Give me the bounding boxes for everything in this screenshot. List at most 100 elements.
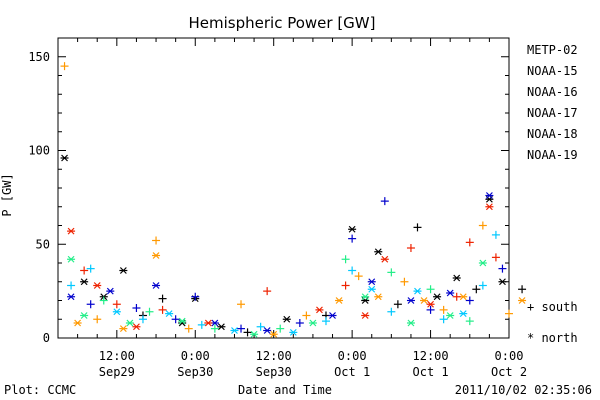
legend-noaa-18: NOAA-18	[527, 127, 578, 141]
y-tick-labels: 0 50 100 150	[28, 50, 50, 345]
x-tick-label-date: Sep30	[256, 365, 292, 379]
point-noaa-19	[158, 305, 167, 314]
legend-noaa-16: NOAA-16	[527, 85, 578, 99]
point-noaa-16	[86, 264, 95, 273]
point-noaa-18	[60, 62, 69, 71]
point-noaa-16	[112, 308, 121, 316]
point-noaa-15	[380, 197, 389, 206]
legend-south-marker: + south	[527, 300, 578, 314]
point-metp-02	[80, 278, 89, 286]
point-noaa-17	[99, 296, 108, 305]
point-noaa-17	[341, 255, 350, 264]
point-metp-02	[217, 323, 226, 331]
point-noaa-17	[67, 255, 76, 263]
point-noaa-16	[459, 310, 468, 318]
point-metp-02	[119, 267, 128, 274]
point-noaa-17	[250, 330, 259, 338]
point-noaa-16	[138, 315, 147, 324]
chart-title: Hemispheric Power [GW]	[189, 14, 376, 32]
point-noaa-16	[289, 328, 298, 336]
legend-noaa-19: NOAA-19	[527, 148, 578, 162]
point-metp-02	[472, 285, 481, 294]
point-noaa-19	[132, 323, 141, 331]
point-noaa-15	[406, 297, 415, 304]
point-noaa-15	[348, 234, 357, 243]
x-tick-label-date: Sep29	[99, 365, 135, 379]
point-noaa-15	[237, 324, 246, 333]
point-noaa-17	[308, 319, 317, 327]
point-noaa-19	[204, 319, 213, 327]
point-noaa-15	[152, 282, 161, 289]
point-noaa-19	[491, 253, 500, 262]
point-noaa-15	[191, 292, 200, 301]
point-noaa-19	[452, 292, 461, 301]
x-tick-label-time: 0:00	[181, 349, 210, 363]
point-metp-02	[243, 328, 252, 337]
data-points	[60, 62, 527, 338]
point-noaa-18	[152, 252, 161, 259]
point-noaa-18	[302, 311, 311, 320]
y-tick-label: 100	[28, 144, 50, 158]
point-noaa-18	[73, 319, 82, 327]
point-noaa-15	[446, 289, 455, 297]
point-noaa-17	[80, 312, 89, 319]
point-noaa-19	[315, 306, 324, 314]
point-noaa-19	[112, 300, 121, 309]
legend-metp-02: METP-02	[527, 43, 578, 57]
x-tick-label-time: 0:00	[495, 349, 524, 363]
point-noaa-16	[230, 327, 239, 334]
point-noaa-16	[67, 281, 76, 290]
point-noaa-19	[406, 244, 415, 252]
point-metp-02	[452, 274, 461, 282]
point-noaa-15	[171, 315, 180, 324]
point-noaa-16	[413, 287, 422, 295]
point-noaa-18	[119, 325, 128, 333]
y-tick-label: 150	[28, 50, 50, 64]
point-noaa-19	[361, 312, 370, 319]
point-metp-02	[282, 315, 291, 323]
point-noaa-16	[491, 230, 500, 239]
point-noaa-15	[295, 319, 304, 327]
point-metp-02	[348, 225, 357, 233]
x-tick-label-time: 12:00	[99, 349, 135, 363]
point-noaa-18	[354, 272, 363, 281]
point-noaa-15	[426, 305, 435, 314]
point-noaa-16	[348, 266, 357, 275]
point-noaa-15	[465, 296, 474, 305]
point-noaa-18	[478, 221, 487, 230]
point-noaa-18	[184, 324, 193, 333]
point-metp-02	[413, 223, 422, 232]
legend-noaa-15: NOAA-15	[527, 64, 578, 78]
x-tick-label-time: 12:00	[256, 349, 292, 363]
point-noaa-17	[276, 324, 285, 333]
point-metp-02	[60, 154, 69, 162]
axis-ticks	[57, 37, 510, 339]
legend-north-marker: * north	[527, 331, 578, 345]
x-tick-label-date: Oct 2	[491, 365, 527, 379]
point-noaa-16	[387, 307, 396, 316]
point-noaa-17	[465, 317, 474, 326]
point-noaa-16	[256, 322, 265, 331]
point-noaa-19	[93, 282, 102, 289]
point-noaa-18	[152, 236, 161, 245]
point-noaa-18	[439, 305, 448, 314]
point-noaa-18	[269, 330, 278, 338]
point-noaa-17	[210, 324, 219, 333]
point-noaa-18	[420, 297, 429, 304]
point-noaa-17	[446, 312, 455, 319]
point-noaa-17	[406, 319, 415, 327]
x-tick-label-time: 0:00	[338, 349, 367, 363]
y-axis-label: P [GW]	[0, 173, 14, 216]
point-noaa-18	[505, 309, 513, 318]
point-noaa-15	[498, 264, 507, 273]
point-noaa-16	[478, 281, 487, 290]
point-noaa-16	[439, 315, 448, 324]
plot-frame	[57, 37, 510, 339]
point-noaa-19	[426, 300, 435, 308]
x-tick-label-time: 12:00	[413, 349, 449, 363]
point-metp-02	[485, 195, 494, 203]
point-noaa-19	[380, 255, 389, 263]
x-tick-label-date: Sep30	[177, 365, 213, 379]
point-noaa-17	[387, 268, 396, 277]
